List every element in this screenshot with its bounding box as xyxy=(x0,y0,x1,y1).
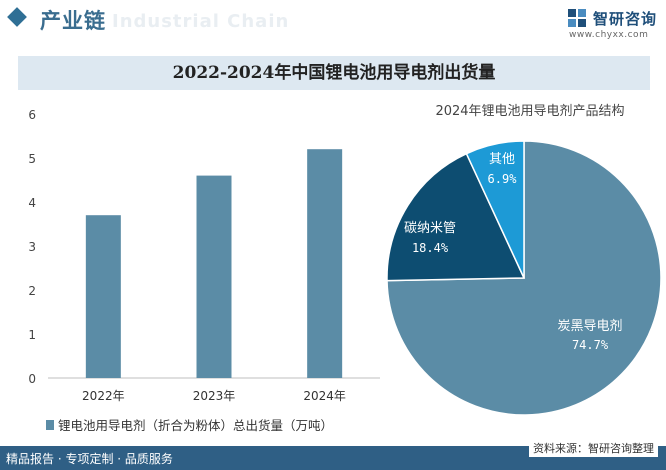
header-watermark: Industrial Chain xyxy=(112,11,290,32)
y-tick-label: 2 xyxy=(28,284,36,298)
y-tick-label: 4 xyxy=(28,196,36,210)
bar xyxy=(307,149,343,378)
pie-slice-label: 炭黑导电剂 xyxy=(557,319,622,334)
chart-canvas: 0 1 2 3 4 5 6 2022年 2023年 2024年锂电池用导电剂（折合为粉体）总出货量… xyxy=(28,104,662,433)
pie-slice-value: 74.7% xyxy=(572,338,609,352)
logo-icon xyxy=(568,9,586,27)
legend-label: 锂电池用导电剂（折合为粉体）总出货量（万吨） xyxy=(58,418,333,433)
pie-slice-label: 碳纳米管 xyxy=(404,221,456,236)
legend-swatch xyxy=(46,420,54,430)
x-tick-label: 2023年 xyxy=(193,389,236,403)
pie-slice-label: 其他 xyxy=(489,152,515,167)
y-tick-label: 5 xyxy=(28,152,36,166)
chart-title: 2022-2024年中国锂电池用导电剂出货量 xyxy=(172,63,496,83)
chart-title-bar: 2022-2024年中国锂电池用导电剂出货量 xyxy=(18,56,650,90)
footer-tagline: 精品报告 · 专项定制 · 品质服务 xyxy=(6,452,173,466)
footer: 精品报告 · 专项定制 · 品质服务 资料来源：智研咨询整理 xyxy=(0,439,666,470)
x-tick-label: 2022年 xyxy=(82,389,125,403)
y-tick-label: 6 xyxy=(28,108,36,122)
pie-slice xyxy=(386,152,526,282)
bar xyxy=(85,215,121,378)
pie-title: 2024年锂电池用导电剂产品结构 xyxy=(435,104,624,119)
pie-slice-value: 18.4% xyxy=(412,241,449,255)
y-tick-label: 1 xyxy=(28,328,36,342)
logo-name: 智研咨询 xyxy=(593,10,658,28)
pie-slice-value: 6.9% xyxy=(488,172,518,186)
bar xyxy=(196,175,232,378)
y-tick-label: 0 xyxy=(28,372,36,386)
y-tick-label: 3 xyxy=(28,240,36,254)
section-title: 产业链 xyxy=(40,9,106,33)
header: Industrial Chain 产业链 智研咨询 www.chyxx.com xyxy=(0,0,666,44)
source-note: 资料来源：智研咨询整理 xyxy=(529,439,658,457)
logo-url: www.chyxx.com xyxy=(569,30,649,40)
x-tick-label: 2024年 xyxy=(303,389,346,403)
pie-slice xyxy=(465,140,525,279)
